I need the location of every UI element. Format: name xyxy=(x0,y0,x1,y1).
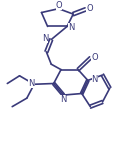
Text: N: N xyxy=(92,75,98,84)
Text: O: O xyxy=(56,1,62,10)
Text: O: O xyxy=(91,53,98,62)
Text: N: N xyxy=(28,79,35,88)
Text: N: N xyxy=(42,34,48,43)
Text: N: N xyxy=(60,95,66,104)
Text: N: N xyxy=(68,23,74,32)
Text: O: O xyxy=(86,4,93,13)
